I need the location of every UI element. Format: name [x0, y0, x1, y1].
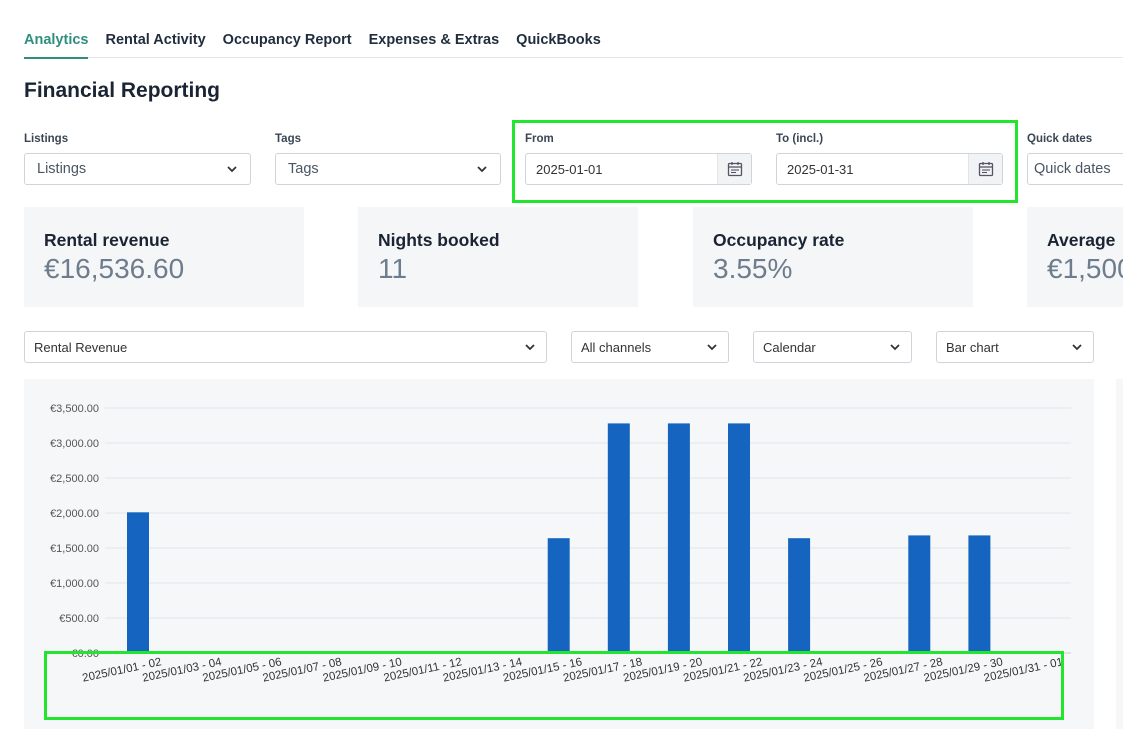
- listings-select[interactable]: Listings: [24, 153, 251, 185]
- metric-select[interactable]: Rental Revenue: [24, 331, 547, 363]
- y-tick-label: €500.00: [59, 613, 99, 625]
- quick-dates-select-value: Quick dates: [1034, 161, 1111, 177]
- analytics-nav-tabs: Analytics Rental Activity Occupancy Repo…: [24, 24, 1123, 59]
- channels-select[interactable]: All channels: [571, 331, 729, 363]
- chart-y-axis: €0.00 €500.00 €1,000.00 €1,500.00 €2,000.00 €…: [50, 403, 99, 660]
- listings-filter: Listings Listings: [24, 133, 251, 185]
- to-date-value: 2025-01-31: [787, 161, 854, 177]
- y-tick-label: €3,500.00: [50, 403, 99, 415]
- chart-type-select[interactable]: Bar chart: [936, 331, 1094, 363]
- y-tick-label: €1,000.00: [50, 578, 99, 590]
- calendar-icon: [978, 162, 993, 177]
- revenue-bar[interactable]: [908, 535, 931, 653]
- tab-occupancy-report[interactable]: Occupancy Report: [222, 32, 352, 48]
- chevron-down-icon: [890, 344, 900, 351]
- revenue-bar-chart: €0.00 €500.00 €1,000.00 €1,500.00 €2,000.00 €…: [50, 403, 1071, 685]
- period-select[interactable]: Calendar: [753, 331, 912, 363]
- revenue-bar[interactable]: [607, 423, 630, 653]
- chart-type-select-value: Bar chart: [946, 339, 999, 355]
- tags-label: Tags: [275, 133, 301, 145]
- revenue-bar[interactable]: [547, 538, 570, 653]
- listings-select-value: Listings: [37, 161, 87, 177]
- kpi-label: Occupancy rate: [713, 230, 845, 250]
- kpi-value: €16,536.60: [44, 253, 185, 284]
- tags-select-value: Tags: [288, 161, 319, 177]
- kpi-card-occupancy-rate: Occupancy rate 3.55%: [693, 207, 973, 307]
- tab-expenses-extras[interactable]: Expenses & Extras: [368, 32, 500, 48]
- to-date-filter: To (incl.) 2025-01-31: [776, 133, 1003, 185]
- from-date-input[interactable]: 2025-01-01: [525, 153, 752, 185]
- y-tick-label: €2,000.00: [50, 508, 99, 520]
- revenue-bar[interactable]: [728, 423, 750, 653]
- from-calendar-button[interactable]: [717, 154, 751, 184]
- from-date-filter: From 2025-01-01: [525, 133, 752, 185]
- tab-analytics[interactable]: Analytics: [24, 24, 89, 59]
- to-calendar-button[interactable]: [968, 154, 1002, 184]
- quick-dates-filter: Quick dates Quick dates: [1027, 133, 1123, 185]
- chevron-down-icon: [707, 344, 717, 351]
- from-date-value: 2025-01-01: [536, 161, 603, 177]
- kpi-card-average: Average €1,500: [1027, 207, 1123, 307]
- kpi-card-nights-booked: Nights booked 11: [358, 207, 638, 307]
- chevron-down-icon: [1072, 344, 1082, 351]
- kpi-label: Nights booked: [378, 230, 500, 250]
- revenue-bar[interactable]: [667, 423, 690, 653]
- chevron-down-icon: [477, 166, 487, 173]
- y-tick-label: €2,500.00: [50, 473, 99, 485]
- tab-quickbooks[interactable]: QuickBooks: [516, 32, 601, 48]
- revenue-bar[interactable]: [127, 512, 149, 653]
- kpi-label: Rental revenue: [44, 230, 170, 250]
- kpi-value: 3.55%: [713, 253, 793, 284]
- to-label: To (incl.): [776, 133, 824, 145]
- tags-filter: Tags Tags: [275, 133, 501, 185]
- y-tick-label: €0.00: [71, 648, 99, 660]
- page-title: Financial Reporting: [24, 79, 221, 102]
- y-tick-label: €1,500.00: [50, 543, 99, 555]
- kpi-value: 11: [378, 253, 408, 284]
- chart-bars: [127, 423, 991, 653]
- listings-label: Listings: [24, 133, 69, 145]
- kpi-card-rental-revenue: Rental revenue €16,536.60: [24, 207, 304, 307]
- tab-rental-activity[interactable]: Rental Activity: [105, 32, 206, 48]
- kpi-label: Average: [1047, 230, 1116, 250]
- chevron-down-icon: [227, 166, 237, 173]
- period-select-value: Calendar: [763, 339, 816, 355]
- quick-dates-label: Quick dates: [1027, 133, 1093, 145]
- metric-select-value: Rental Revenue: [34, 339, 128, 355]
- revenue-bar[interactable]: [968, 535, 991, 653]
- tags-select[interactable]: Tags: [275, 153, 501, 185]
- revenue-bar[interactable]: [788, 538, 811, 653]
- from-label: From: [525, 133, 554, 145]
- chevron-down-icon: [525, 344, 535, 351]
- revenue-chart-panel: €0.00 €500.00 €1,000.00 €1,500.00 €2,000.00 €…: [24, 379, 1094, 729]
- to-date-input[interactable]: 2025-01-31: [776, 153, 1003, 185]
- kpi-value: €1,500: [1047, 253, 1123, 284]
- y-tick-label: €3,000.00: [50, 438, 99, 450]
- calendar-icon: [727, 162, 742, 177]
- quick-dates-select[interactable]: Quick dates: [1027, 153, 1123, 185]
- channels-select-value: All channels: [581, 339, 652, 355]
- side-panel-edge: [1116, 379, 1123, 729]
